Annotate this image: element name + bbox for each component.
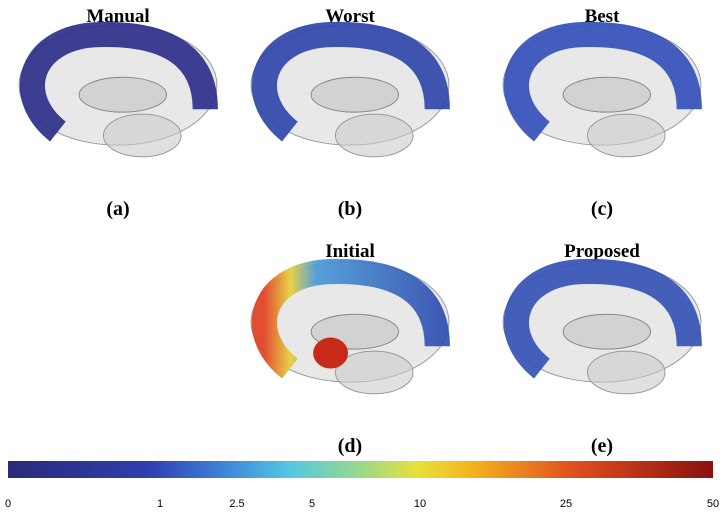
brain-render xyxy=(503,25,701,157)
colorbar-tick-label: 0 xyxy=(5,498,11,510)
panel-label: (a) xyxy=(106,198,129,220)
colorbar-tick-label: 10 xyxy=(414,498,426,510)
error-hotspot xyxy=(313,338,348,369)
colorbar-tick-label: 50 xyxy=(707,498,719,510)
colorbar-tick-label: 2.5 xyxy=(229,498,244,510)
panel-label: (e) xyxy=(591,435,613,457)
panel-title: Proposed xyxy=(564,241,640,262)
brain-render xyxy=(19,25,217,157)
panel-title: Initial xyxy=(325,241,375,262)
brain-render xyxy=(503,262,701,394)
figure: Manual(a)Worst(b)Best(c)Initial(d)Propos… xyxy=(0,0,728,513)
colorbar-ticks: 0 1 2.5 5 10 25 50 xyxy=(5,498,719,510)
panels: Manual(a)Worst(b)Best(c)Initial(d)Propos… xyxy=(19,6,701,457)
brain-render xyxy=(251,25,449,157)
panel-label: (b) xyxy=(338,198,362,220)
colorbar-tick-label: 5 xyxy=(309,498,315,510)
colorbar-tick-label: 25 xyxy=(560,498,572,510)
colorbar xyxy=(8,461,713,478)
panel-label: (d) xyxy=(338,435,362,457)
panel-label: (c) xyxy=(591,198,613,220)
brain-render xyxy=(251,262,449,394)
colorbar-tick-label: 1 xyxy=(157,498,163,510)
